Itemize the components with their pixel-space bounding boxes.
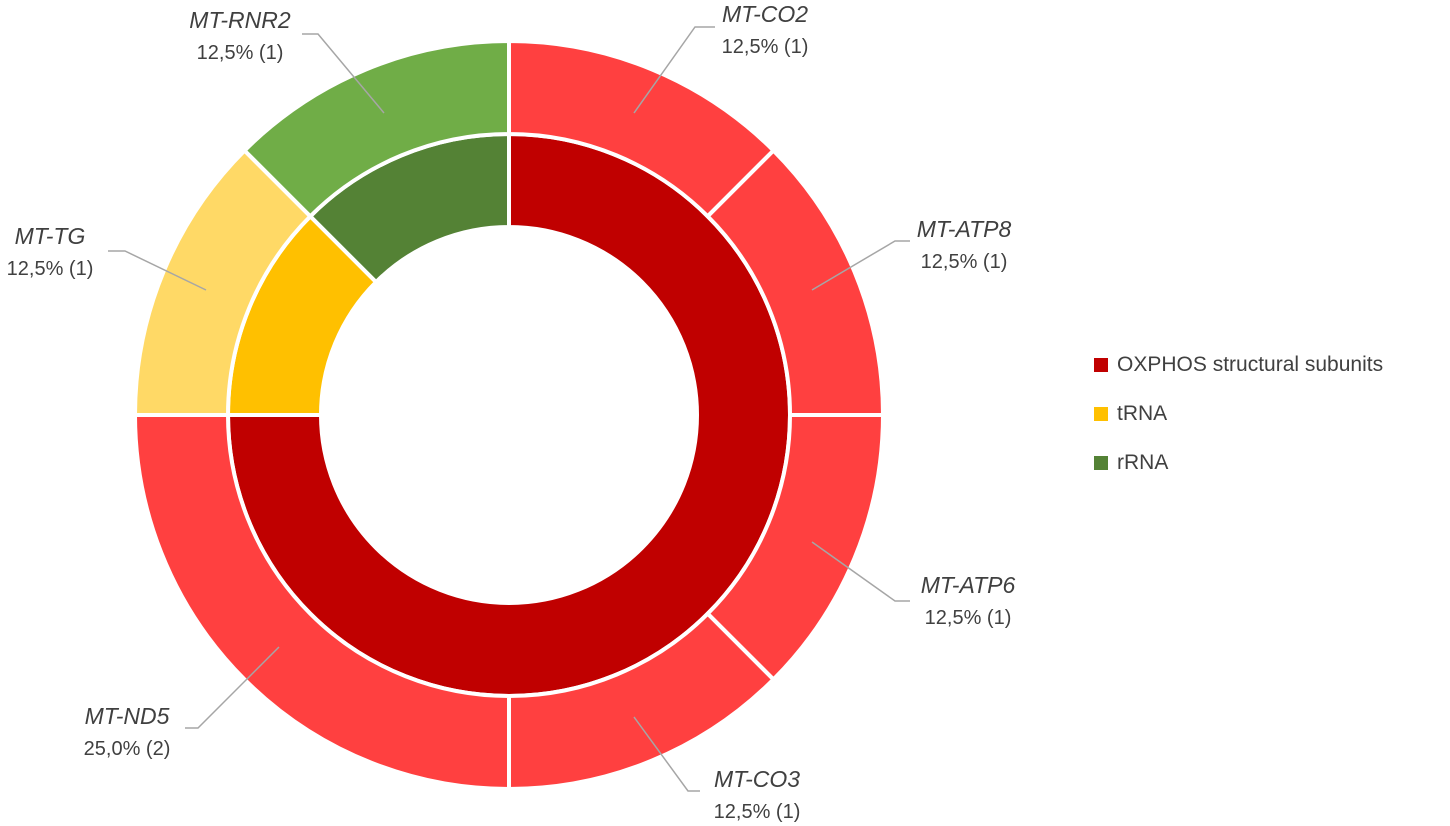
leader-line-mt-co2 [633, 26, 715, 114]
label-name-mt-nd5: MT-ND5 [85, 703, 170, 729]
legend-label: OXPHOS structural subunits [1117, 352, 1384, 376]
label-name-mt-co3: MT-CO3 [714, 766, 800, 792]
label-value-mt-co3: 12,5% (1) [714, 801, 801, 823]
legend-swatch [1094, 406, 1108, 421]
label-name-mt-atp8: MT-ATP8 [917, 216, 1012, 242]
data-labels: MT-CO2 12,5% (1) MT-ATP8 12,5% (1) MT-ATP6 12… [7, 1, 1016, 823]
legend-swatch [1094, 455, 1108, 470]
outer-slice-mt-rnr2[interactable] [241, 38, 511, 220]
label-name-mt-atp6: MT-ATP6 [921, 572, 1016, 598]
inner-ring [225, 131, 792, 698]
legend-item-rrna[interactable]: rRNA [1094, 438, 1383, 487]
outer-ring [132, 38, 886, 792]
legend-item-oxphos[interactable]: OXPHOS structural subunits [1094, 340, 1383, 389]
label-value-mt-atp8: 12,5% (1) [921, 251, 1008, 273]
leader-line-mt-co3 [633, 716, 700, 792]
outer-slice-mt-nd5[interactable] [132, 413, 511, 792]
leader-line-mt-rnr2 [302, 33, 385, 114]
leader-line-mt-atp6 [811, 541, 910, 602]
legend-label: rRNA [1117, 450, 1169, 474]
leader-lines [108, 26, 910, 792]
label-value-mt-tg: 12,5% (1) [7, 258, 94, 280]
label-value-mt-atp6: 12,5% (1) [925, 607, 1012, 629]
legend-item-trna[interactable]: tRNA [1094, 389, 1383, 438]
label-name-mt-tg: MT-TG [15, 223, 86, 249]
label-name-mt-co2: MT-CO2 [722, 1, 808, 27]
label-value-mt-co2: 12,5% (1) [722, 36, 809, 58]
label-value-mt-rnr2: 12,5% (1) [197, 42, 284, 64]
leader-line-mt-tg [108, 250, 207, 291]
label-name-mt-rnr2: MT-RNR2 [189, 7, 291, 33]
legend: OXPHOS structural subunits tRNA rRNA [1094, 340, 1383, 487]
legend-label: tRNA [1117, 401, 1168, 425]
label-value-mt-nd5: 25,0% (2) [84, 738, 171, 760]
leader-line-mt-atp8 [811, 240, 910, 291]
leader-line-mt-nd5 [185, 646, 280, 729]
legend-swatch [1094, 357, 1108, 372]
